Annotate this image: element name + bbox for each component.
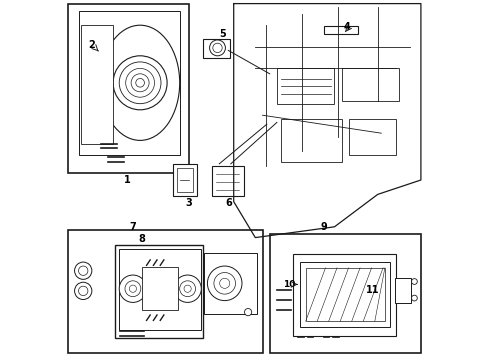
Circle shape [113, 56, 167, 110]
Polygon shape [233, 4, 420, 238]
Circle shape [119, 62, 161, 104]
Circle shape [212, 43, 222, 53]
Circle shape [411, 279, 416, 284]
FancyBboxPatch shape [348, 119, 395, 155]
FancyBboxPatch shape [300, 262, 389, 327]
FancyBboxPatch shape [323, 26, 357, 34]
FancyBboxPatch shape [394, 278, 410, 303]
Circle shape [219, 278, 229, 288]
FancyBboxPatch shape [292, 254, 395, 336]
Text: 7: 7 [129, 222, 136, 232]
Text: 10: 10 [283, 280, 295, 289]
Text: 8: 8 [138, 234, 145, 244]
FancyBboxPatch shape [115, 245, 203, 338]
Circle shape [125, 281, 141, 297]
Text: 2: 2 [88, 40, 95, 50]
Text: 6: 6 [224, 198, 231, 208]
FancyBboxPatch shape [172, 164, 197, 196]
Text: 11: 11 [365, 285, 378, 295]
FancyBboxPatch shape [177, 168, 192, 192]
FancyBboxPatch shape [276, 68, 334, 104]
Circle shape [75, 262, 92, 279]
Circle shape [244, 309, 251, 316]
Circle shape [174, 275, 201, 302]
Text: 3: 3 [185, 198, 192, 208]
FancyBboxPatch shape [68, 230, 262, 353]
Circle shape [411, 295, 416, 301]
FancyBboxPatch shape [81, 25, 113, 144]
Text: 4: 4 [343, 22, 350, 32]
Text: 1: 1 [124, 175, 131, 185]
FancyBboxPatch shape [68, 4, 188, 173]
FancyBboxPatch shape [204, 253, 257, 314]
FancyBboxPatch shape [212, 166, 244, 196]
Circle shape [79, 266, 88, 275]
Text: 5: 5 [219, 29, 226, 39]
Circle shape [125, 68, 154, 97]
Circle shape [79, 286, 88, 296]
FancyBboxPatch shape [269, 234, 420, 353]
Text: 9: 9 [320, 222, 326, 232]
FancyBboxPatch shape [341, 68, 399, 101]
Circle shape [119, 275, 146, 302]
Circle shape [207, 266, 242, 301]
FancyBboxPatch shape [79, 11, 179, 155]
FancyBboxPatch shape [203, 39, 230, 58]
Circle shape [183, 285, 191, 292]
FancyBboxPatch shape [305, 268, 384, 321]
FancyBboxPatch shape [119, 249, 200, 330]
Circle shape [131, 74, 149, 92]
Ellipse shape [101, 25, 179, 140]
Circle shape [213, 273, 235, 294]
Circle shape [179, 281, 195, 297]
Circle shape [129, 285, 136, 292]
FancyBboxPatch shape [142, 267, 178, 310]
Circle shape [75, 282, 92, 300]
Circle shape [136, 78, 144, 87]
FancyBboxPatch shape [280, 119, 341, 162]
Circle shape [209, 40, 225, 56]
